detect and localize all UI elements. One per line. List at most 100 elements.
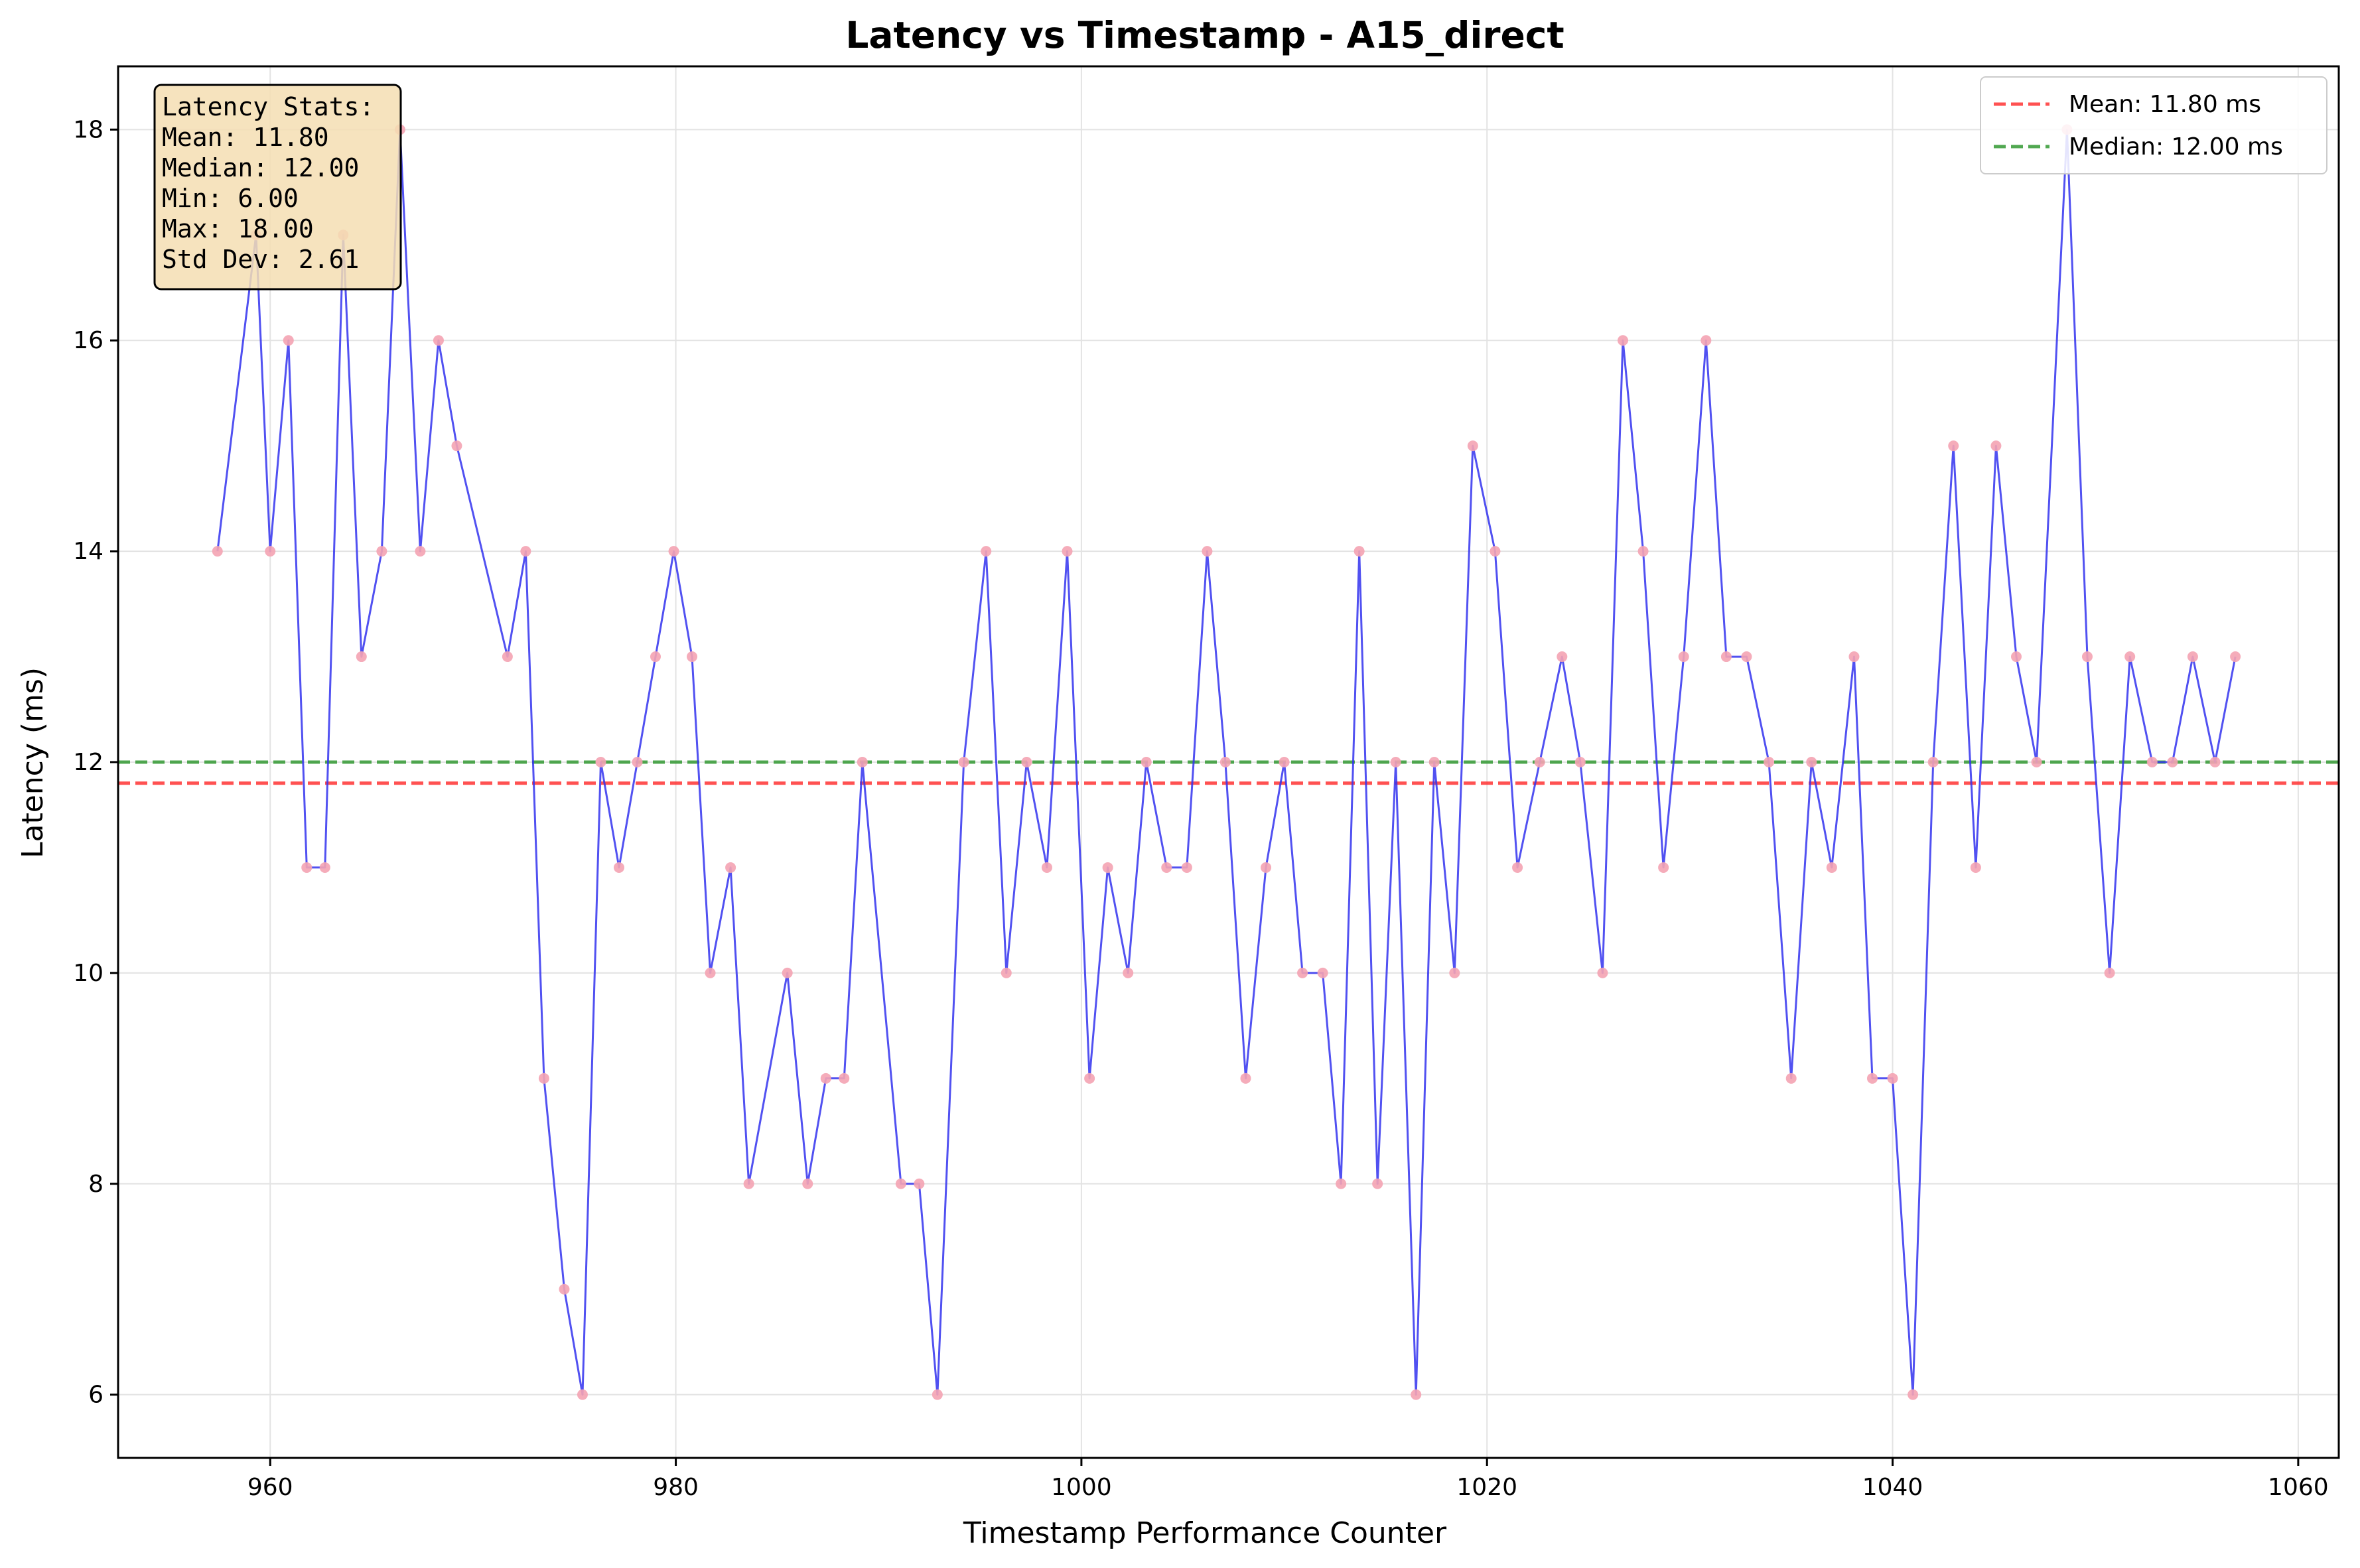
data-point (687, 651, 698, 663)
data-point (1866, 1073, 1878, 1084)
data-point (1021, 757, 1032, 767)
data-point (2146, 757, 2158, 767)
data-point (1970, 862, 1981, 873)
data-point (981, 546, 992, 557)
data-point (1764, 757, 1775, 767)
data-point (857, 757, 868, 767)
data-point (820, 1073, 831, 1084)
data-point (2010, 651, 2022, 663)
data-point (1467, 440, 1478, 452)
data-point (1084, 1073, 1095, 1084)
data-point (1597, 967, 1608, 978)
data-point (1449, 967, 1460, 978)
legend: Mean: 11.80 ms Median: 12.00 ms (1980, 76, 2327, 174)
stats-min: Min: 6.00 (162, 184, 299, 213)
data-point (1720, 651, 1732, 663)
stats-mean: Mean: 11.80 (162, 123, 329, 152)
data-point (520, 546, 531, 557)
data-point (1534, 757, 1545, 767)
stats-median: Median: 12.00 (162, 153, 359, 182)
x-tick-label: 1020 (1456, 1474, 1517, 1501)
x-tick-label: 1060 (2268, 1474, 2329, 1501)
data-point (1557, 651, 1568, 663)
data-point (2031, 757, 2042, 767)
data-point (932, 1389, 943, 1400)
y-tick-label: 10 (73, 960, 104, 987)
data-point (632, 757, 643, 767)
data-point (1785, 1073, 1797, 1084)
data-point (650, 651, 661, 663)
data-point (1574, 757, 1586, 767)
data-point (725, 862, 736, 873)
x-tick-label: 980 (653, 1474, 699, 1501)
legend-box (1980, 76, 2327, 174)
data-point (2124, 651, 2136, 663)
y-tick-label: 8 (88, 1171, 104, 1198)
data-point (502, 651, 513, 663)
data-point (265, 546, 276, 557)
data-point (1279, 757, 1290, 767)
legend-median-label: Median: 12.00 ms (2069, 133, 2283, 161)
data-point (2104, 967, 2115, 978)
data-point (1948, 440, 1959, 452)
data-point (1219, 757, 1231, 767)
y-tick-label: 6 (88, 1382, 104, 1409)
data-point (1490, 546, 1501, 557)
data-point (914, 1178, 925, 1189)
x-axis-label: Timestamp Performance Counter (963, 1516, 1447, 1550)
data-point (595, 757, 606, 767)
data-point (1181, 862, 1192, 873)
data-point (1887, 1073, 1898, 1084)
data-point (1202, 546, 1213, 557)
data-point (301, 862, 312, 873)
data-point (1102, 862, 1113, 873)
x-tick-label: 1000 (1051, 1474, 1112, 1501)
data-point (1741, 651, 1752, 663)
data-point (356, 651, 367, 663)
data-point (1354, 546, 1365, 557)
data-point (1908, 1389, 1919, 1400)
data-point (2167, 757, 2178, 767)
data-point (1001, 967, 1012, 978)
data-point (1637, 546, 1649, 557)
x-tick-label: 1040 (1862, 1474, 1923, 1501)
data-series (212, 124, 2241, 1400)
data-point (958, 757, 969, 767)
data-point (1927, 757, 1939, 767)
data-point (1062, 546, 1073, 557)
data-point (451, 440, 462, 452)
stats-line: Latency Stats: (162, 92, 374, 121)
data-point (895, 1178, 906, 1189)
data-point (415, 546, 426, 557)
data-point (1848, 651, 1860, 663)
data-point (1658, 862, 1669, 873)
data-point (1240, 1073, 1251, 1084)
legend-mean-label: Mean: 11.80 ms (2069, 91, 2261, 118)
data-point (668, 546, 679, 557)
data-point (802, 1178, 813, 1189)
y-tick-label: 12 (73, 749, 104, 776)
stats-box-background (153, 84, 402, 291)
x-tick-label: 960 (247, 1474, 293, 1501)
y-tick-label: 14 (73, 538, 104, 565)
data-point (577, 1389, 588, 1400)
data-point (1123, 967, 1134, 978)
data-point (319, 862, 330, 873)
data-point (782, 967, 793, 978)
data-point (1390, 757, 1401, 767)
data-point (1336, 1178, 1347, 1189)
data-point (839, 1073, 850, 1084)
data-point (1618, 335, 1629, 346)
axis-ticks: 960 980 1000 1020 1040 1060 6 8 10 12 14 16 18 (73, 116, 2328, 1501)
data-point (376, 546, 387, 557)
data-point (1297, 967, 1308, 978)
data-point (559, 1283, 570, 1295)
data-point (1512, 862, 1523, 873)
data-point (1411, 1389, 1422, 1400)
data-point (1806, 757, 1817, 767)
y-axis-label: Latency (ms) (16, 667, 50, 858)
data-point (1826, 862, 1837, 873)
data-point (538, 1073, 549, 1084)
data-point (1161, 862, 1172, 873)
